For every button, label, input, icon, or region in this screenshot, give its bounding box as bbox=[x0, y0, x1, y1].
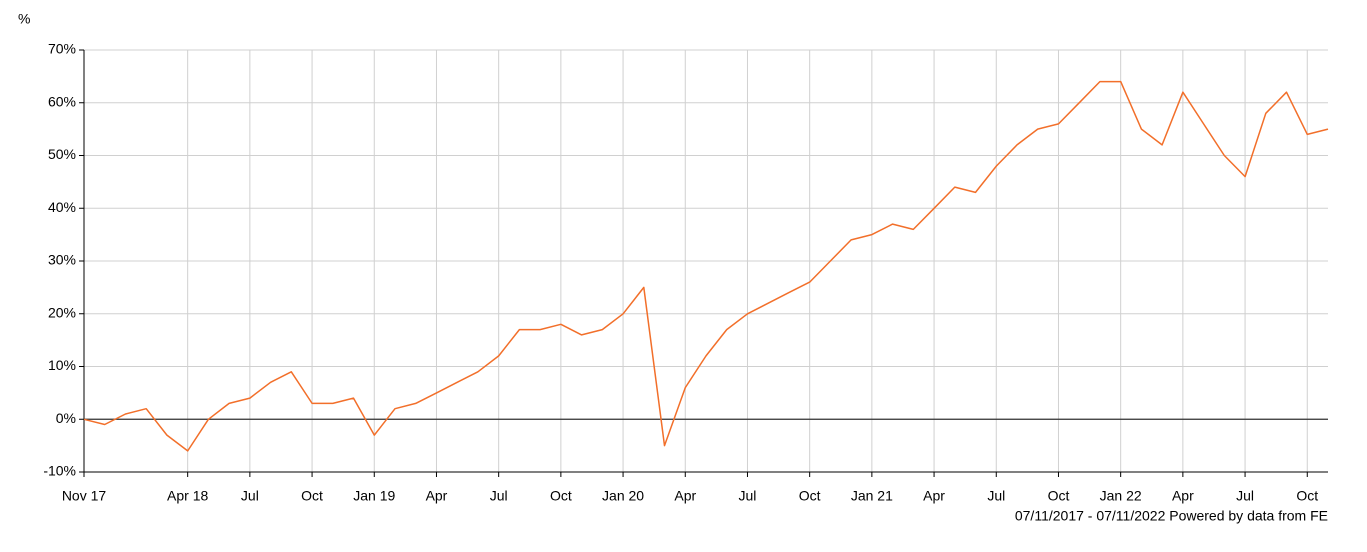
x-tick-label: Jan 19 bbox=[353, 488, 395, 504]
x-tick-label: Jan 21 bbox=[851, 488, 893, 504]
y-tick-label: 0% bbox=[56, 410, 76, 426]
x-tick-label: Oct bbox=[1048, 488, 1070, 504]
x-tick-label: Jan 20 bbox=[602, 488, 644, 504]
y-tick-label: 50% bbox=[48, 146, 76, 162]
footer: 07/11/2017 - 07/11/2022 Powered by data … bbox=[1015, 508, 1328, 524]
x-tick-label: Apr bbox=[426, 488, 448, 504]
x-tick-label: Nov 17 bbox=[62, 488, 107, 504]
x-tick-label: Apr bbox=[674, 488, 696, 504]
x-tick-label: Jul bbox=[490, 488, 508, 504]
y-tick-label: 70% bbox=[48, 41, 76, 57]
x-tick-label: Jan 22 bbox=[1100, 488, 1142, 504]
x-tick-label: Jul bbox=[1236, 488, 1254, 504]
x-tick-label: Jul bbox=[241, 488, 259, 504]
y-tick-label: 10% bbox=[48, 357, 76, 373]
y-tick-label: 30% bbox=[48, 252, 76, 268]
y-unit-label: % bbox=[18, 11, 30, 27]
x-tick-label: Apr 18 bbox=[167, 488, 208, 504]
y-tick-label: 40% bbox=[48, 199, 76, 215]
x-tick-label: Oct bbox=[1296, 488, 1318, 504]
x-tick-label: Oct bbox=[550, 488, 572, 504]
x-tick-label: Apr bbox=[1172, 488, 1194, 504]
x-tick-label: Oct bbox=[799, 488, 821, 504]
x-tick-label: Oct bbox=[301, 488, 323, 504]
y-tick-label: 60% bbox=[48, 93, 76, 109]
y-tick-label: 20% bbox=[48, 304, 76, 320]
x-tick-label: Jul bbox=[987, 488, 1005, 504]
x-tick-label: Jul bbox=[739, 488, 757, 504]
x-tick-label: Apr bbox=[923, 488, 945, 504]
y-tick-label: -10% bbox=[43, 463, 76, 479]
data-line bbox=[83, 80, 1329, 452]
